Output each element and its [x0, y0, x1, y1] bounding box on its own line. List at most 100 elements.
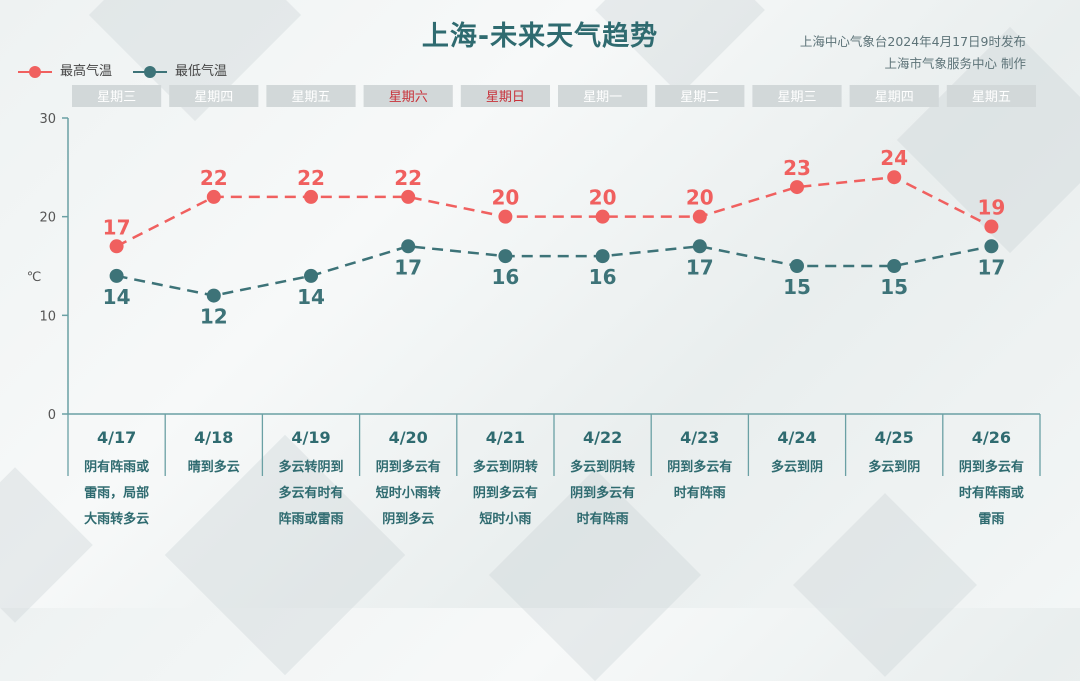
weather-description: 晴到多云	[188, 459, 240, 475]
data-point-high	[206, 189, 221, 204]
data-point-high	[401, 189, 416, 204]
date-label: 4/25	[875, 428, 914, 447]
weekday-label: 星期四	[194, 90, 233, 105]
y-tick-label: 30	[39, 112, 56, 127]
weekday-header	[72, 85, 162, 107]
data-label-high: 20	[589, 186, 617, 210]
weekday-header	[849, 85, 939, 107]
series-line-high	[116, 175, 992, 248]
weekday-header	[946, 85, 1036, 107]
series-line-low	[116, 244, 992, 297]
data-point-high	[887, 170, 902, 185]
data-label-high: 23	[783, 156, 811, 180]
date-label: 4/24	[777, 428, 816, 447]
weather-description: 多云到阴	[868, 459, 920, 475]
chart-title: 上海-未来天气趋势	[421, 21, 659, 52]
weekday-header	[363, 85, 453, 107]
data-label-low: 16	[589, 265, 617, 289]
data-point-high	[790, 180, 804, 195]
y-tick-label: 20	[39, 211, 56, 226]
date-label: 4/20	[389, 428, 428, 447]
data-point-high	[304, 189, 318, 204]
date-label: 4/17	[97, 428, 136, 447]
weather-description: 时有阵雨或	[959, 485, 1024, 501]
data-point-high	[984, 219, 999, 234]
weather-description: 多云有时有	[278, 485, 343, 501]
data-label-low: 17	[977, 255, 1005, 279]
weather-description: 阴到多云有	[376, 459, 441, 475]
weather-description: 阴到多云	[382, 511, 434, 527]
legend-marker-high	[18, 65, 52, 78]
data-label-high: 22	[394, 166, 422, 190]
data-point-low	[595, 249, 610, 264]
date-label: 4/19	[291, 428, 330, 447]
weather-description: 大雨转多云	[84, 511, 149, 527]
weekday-header	[655, 85, 745, 107]
weekday-label: 星期六	[389, 90, 428, 105]
data-point-low	[984, 239, 999, 254]
data-point-low	[498, 249, 513, 264]
data-point-low	[206, 288, 221, 303]
weekday-label: 星期五	[291, 90, 330, 105]
weather-description: 雷雨，局部	[84, 485, 149, 501]
weekday-header	[460, 85, 550, 107]
legend-marker-low	[133, 65, 167, 78]
weather-description: 多云转阴到	[278, 459, 343, 475]
data-label-low: 15	[880, 275, 908, 299]
weather-description: 阴到多云有	[959, 459, 1024, 475]
data-point-low	[790, 259, 804, 273]
weather-description: 时有阵雨	[674, 485, 726, 501]
data-point-high	[498, 209, 513, 224]
weekday-label: 星期三	[97, 90, 136, 105]
weather-description: 阵雨或雷雨	[278, 511, 343, 527]
data-point-low	[887, 259, 902, 273]
weather-description: 多云到阴转	[570, 459, 635, 475]
date-label: 4/22	[583, 428, 622, 447]
data-label-low: 17	[394, 255, 422, 279]
data-point-low	[401, 239, 416, 254]
data-label-low: 17	[686, 255, 714, 279]
legend-item-low: 最低气温	[133, 60, 227, 79]
weather-description: 短时小雨转	[376, 485, 441, 501]
weekday-label: 星期二	[680, 90, 719, 105]
weekday-label: 星期五	[972, 90, 1011, 105]
weekday-header	[752, 85, 842, 107]
data-label-low: 12	[200, 305, 228, 329]
date-label: 4/26	[972, 428, 1011, 447]
data-point-low	[109, 268, 124, 283]
source-line-1: 上海中心气象台2024年4月17日9时发布	[799, 34, 1026, 49]
weekday-header	[266, 85, 356, 107]
legend-label-high: 最高气温	[60, 64, 113, 79]
date-label: 4/18	[194, 428, 233, 447]
data-label-low: 14	[297, 285, 325, 309]
data-label-high: 17	[103, 215, 131, 239]
data-label-low: 15	[783, 275, 811, 299]
data-label-high: 20	[686, 186, 714, 210]
date-label: 4/21	[486, 428, 525, 447]
legend-item-high: 最高气温	[18, 60, 112, 79]
weekday-header	[558, 85, 648, 107]
weather-description: 阴有阵雨或	[84, 459, 149, 475]
weather-description: 多云到阴	[771, 459, 823, 475]
weekday-label: 星期日	[486, 90, 525, 105]
weekday-label: 星期四	[875, 90, 914, 105]
data-label-high: 22	[200, 166, 228, 190]
data-point-low	[304, 268, 318, 283]
data-label-high: 19	[977, 196, 1005, 220]
weekday-label: 星期三	[777, 90, 816, 105]
data-point-low	[692, 239, 707, 254]
weekday-label: 星期一	[583, 90, 622, 105]
weather-description: 时有阵雨	[577, 511, 629, 527]
data-label-high: 22	[297, 166, 325, 190]
data-label-high: 24	[880, 146, 908, 170]
weather-description: 阴到多云有	[473, 485, 538, 501]
data-point-high	[692, 209, 707, 224]
y-tick-label: 0	[48, 408, 56, 423]
y-axis-label: ℃	[27, 270, 42, 285]
weather-description: 阴到多云有	[570, 485, 635, 501]
weekday-header	[169, 85, 259, 107]
source-line-2: 上海市气象服务中心 制作	[884, 56, 1026, 71]
weather-description: 短时小雨	[479, 511, 531, 527]
weather-description: 雷雨	[978, 511, 1004, 527]
